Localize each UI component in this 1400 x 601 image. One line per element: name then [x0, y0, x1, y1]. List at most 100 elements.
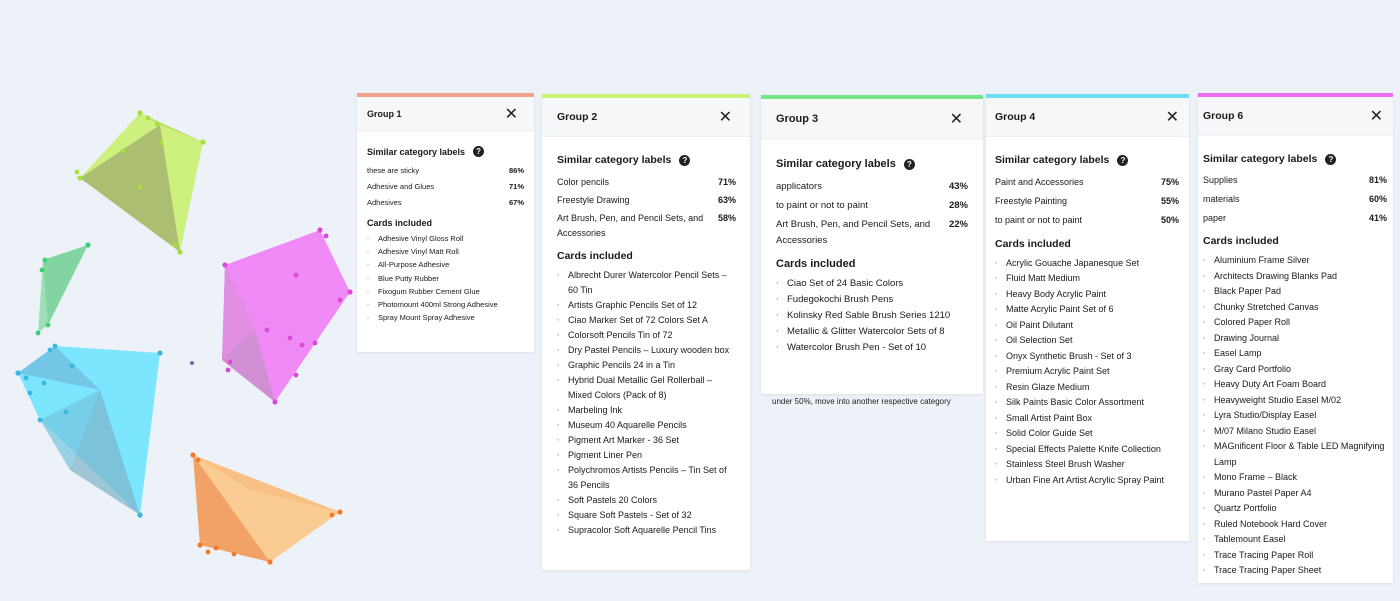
card-list-item[interactable]: Small Artist Paint Box — [995, 411, 1179, 427]
card-list-item[interactable]: Silk Paints Basic Color Assortment — [995, 395, 1179, 411]
similar-label-percent: 50% — [1160, 215, 1179, 226]
card-list-item[interactable]: Aluminium Frame Silver — [1203, 253, 1387, 269]
card-list-item[interactable]: Fixogum Rubber Cement Glue — [367, 285, 524, 298]
similar-labels-heading: Similar category labels ? — [367, 146, 524, 157]
card-list-item[interactable]: Ciao Set of 24 Basic Colors — [776, 276, 968, 292]
card-list-item[interactable]: MAGnificent Floor & Table LED Magnifying… — [1203, 439, 1387, 470]
card-list-item[interactable]: Onyx Synthetic Brush - Set of 3 — [995, 349, 1179, 365]
card-list-item[interactable]: All-Purpose Adhesive — [367, 258, 524, 271]
similar-label-percent: 67% — [508, 198, 524, 207]
similar-label-percent: 55% — [1160, 196, 1179, 207]
card-list-item[interactable]: Soft Pastels 20 Colors — [557, 493, 736, 508]
cluster-green[interactable] — [38, 245, 88, 333]
card-list-item[interactable]: Photomount 400ml Strong Adhesive — [367, 298, 524, 311]
card-list-item[interactable]: Urban Fine Art Artist Acrylic Spray Pain… — [995, 473, 1179, 489]
card-list-item[interactable]: Mono Frame – Black — [1203, 470, 1387, 486]
group-title: Group 6 — [1203, 110, 1244, 122]
cluster-visualization[interactable] — [0, 0, 360, 601]
card-list-item[interactable]: Heavy Body Acrylic Paint — [995, 287, 1179, 303]
close-icon[interactable]: ✕ — [718, 107, 732, 126]
cards-included-heading: Cards included — [776, 258, 856, 270]
similar-label-percent: 28% — [948, 200, 968, 211]
cluster-cyan[interactable] — [18, 346, 160, 515]
cluster-magenta[interactable] — [222, 230, 350, 402]
help-icon[interactable]: ? — [903, 158, 915, 170]
card-list-item[interactable]: Polychromos Artists Pencils – Tin Set of… — [557, 463, 736, 493]
close-icon[interactable]: ✕ — [1369, 106, 1383, 125]
card-list-item[interactable]: Albrecht Durer Watercolor Pencil Sets – … — [557, 268, 736, 298]
card-list-item[interactable]: Murano Pastel Paper A4 — [1203, 486, 1387, 502]
card-list-item[interactable]: Adhesive Vinyl Matt Roll — [367, 245, 524, 258]
card-list-item[interactable]: Gray Card Portfolio — [1203, 362, 1387, 378]
card-list-item[interactable]: Supracolor Soft Aquarelle Pencil Tins — [557, 523, 736, 538]
similar-label-row: to paint or not to paint 50% — [995, 213, 1179, 229]
cluster-magenta-points — [222, 227, 353, 405]
card-list-item[interactable]: Metallic & Glitter Watercolor Sets of 8 — [776, 324, 968, 340]
similar-labels-list: Supplies 81% materials 60% paper 41% — [1203, 173, 1387, 226]
card-list-item[interactable]: Lyra Studio/Display Easel — [1203, 408, 1387, 424]
similar-label-name: Adhesive and Glues — [367, 182, 435, 191]
card-list-item[interactable]: Tablemount Easel — [1203, 532, 1387, 548]
card-list-item[interactable]: Trace Tracing Paper Sheet — [1203, 563, 1387, 579]
similar-label-percent: 41% — [1368, 212, 1387, 223]
similar-label-name: Freestyle Painting — [995, 196, 1068, 207]
card-list-item[interactable]: Acrylic Gouache Japanesque Set — [995, 256, 1179, 272]
card-list-item[interactable]: Marbeling Ink — [557, 403, 736, 418]
card-list-item[interactable]: Chunky Stretched Canvas — [1203, 300, 1387, 316]
close-icon[interactable]: ✕ — [949, 109, 963, 128]
card-list-item[interactable]: Fluid Matt Medium — [995, 271, 1179, 287]
similar-label-percent: 22% — [948, 219, 968, 230]
card-list-item[interactable]: Matte Acrylic Paint Set of 6 — [995, 302, 1179, 318]
card-list-item[interactable]: Adhesive Vinyl Gloss Roll — [367, 232, 524, 245]
card-list-item[interactable]: Museum 40 Aquarelle Pencils — [557, 418, 736, 433]
help-icon[interactable]: ? — [1325, 153, 1337, 165]
card-list-item[interactable]: Fudegokochi Brush Pens — [776, 292, 968, 308]
card-list-item[interactable]: Pigment Liner Pen — [557, 448, 736, 463]
close-icon[interactable]: ✕ — [504, 104, 518, 123]
similar-label-row: Paint and Accessories 75% — [995, 175, 1179, 191]
card-list-item[interactable]: Colorsoft Pencils Tin of 72 — [557, 328, 736, 343]
similar-label-row: Freestyle Drawing 63% — [557, 193, 736, 208]
card-list-item[interactable]: Oil Paint Dilutant — [995, 318, 1179, 334]
card-list-item[interactable]: Heavyweight Studio Easel M/02 — [1203, 393, 1387, 409]
card-list-item[interactable]: Quartz Portfolio — [1203, 501, 1387, 517]
card-list-item[interactable]: Ruled Notebook Hard Cover — [1203, 517, 1387, 533]
card-list-item[interactable]: Special Effects Palette Knife Collection — [995, 442, 1179, 458]
cluster-orange[interactable] — [193, 455, 340, 562]
card-list-item[interactable]: Ciao Marker Set of 72 Colors Set A — [557, 313, 736, 328]
card-list-item[interactable]: Dry Pastel Pencils – Luxury wooden box — [557, 343, 736, 358]
close-icon[interactable]: ✕ — [1165, 107, 1179, 126]
card-list-item[interactable]: Drawing Journal — [1203, 331, 1387, 347]
card-list-item[interactable]: Blue Putty Rubber — [367, 272, 524, 285]
card-list-item[interactable]: Solid Color Guide Set — [995, 426, 1179, 442]
cards-included-heading: Cards included — [557, 250, 633, 262]
card-list-item[interactable]: Premium Acrylic Paint Set — [995, 364, 1179, 380]
help-icon[interactable]: ? — [1117, 154, 1129, 166]
card-list-item[interactable]: M/07 Milano Studio Easel — [1203, 424, 1387, 440]
card-list-item[interactable]: Kolinsky Red Sable Brush Series 1210 — [776, 308, 968, 324]
card-list-item[interactable]: Resin Glaze Medium — [995, 380, 1179, 396]
card-list-item[interactable]: Spray Mount Spray Adhesive — [367, 311, 524, 324]
card-list-item[interactable]: Stainless Steel Brush Washer — [995, 457, 1179, 473]
card-list-item[interactable]: Artists Graphic Pencils Set of 12 — [557, 298, 736, 313]
card-list-item[interactable]: Black Paper Pad — [1203, 284, 1387, 300]
card-list-item[interactable]: Oil Selection Set — [995, 333, 1179, 349]
card-list-item[interactable]: Graphic Pencils 24 in a Tin — [557, 358, 736, 373]
card-list-item[interactable]: Pigment Art Marker - 36 Set — [557, 433, 736, 448]
similar-label-row: Art Brush, Pen, and Pencil Sets, and Acc… — [557, 211, 736, 241]
help-icon[interactable]: ? — [473, 146, 485, 157]
card-list-item[interactable]: Heavy Duty Art Foam Board — [1203, 377, 1387, 393]
card-list-item[interactable]: Square Soft Pastels - Set of 32 — [557, 508, 736, 523]
similar-labels-list: Color pencils 71% Freestyle Drawing 63% Art … — [557, 175, 736, 241]
card-list-item[interactable]: Architects Drawing Blanks Pad — [1203, 269, 1387, 285]
card-list-item[interactable]: Colored Paper Roll — [1203, 315, 1387, 331]
card-list-item[interactable]: Watercolor Brush Pen - Set of 10 — [776, 340, 968, 356]
similar-labels-list: applicators 43% to paint or not to paint 28… — [776, 179, 968, 249]
card-list-item[interactable]: Trace Tracing Paper Roll — [1203, 548, 1387, 564]
similar-label-row: Color pencils 71% — [557, 175, 736, 190]
cluster-yellow-green[interactable] — [80, 113, 203, 252]
help-icon[interactable]: ? — [679, 154, 691, 166]
similar-label-percent: 71% — [717, 177, 736, 187]
card-list-item[interactable]: Hybrid Dual Metallic Gel Rollerball – Mi… — [557, 373, 736, 403]
card-list-item[interactable]: Easel Lamp — [1203, 346, 1387, 362]
